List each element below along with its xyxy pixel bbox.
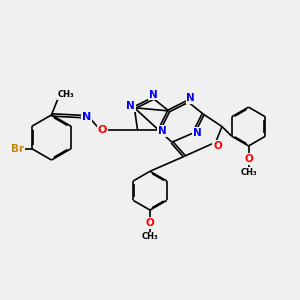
Text: CH₃: CH₃ (58, 90, 74, 99)
Text: N: N (193, 128, 202, 138)
Text: N: N (82, 112, 92, 122)
Text: O: O (213, 141, 222, 151)
Text: N: N (126, 101, 135, 111)
Text: N: N (186, 93, 195, 103)
Text: CH₃: CH₃ (240, 168, 257, 177)
Text: N: N (149, 90, 158, 100)
Text: O: O (98, 125, 107, 135)
Text: O: O (146, 218, 154, 228)
Text: N: N (158, 126, 167, 136)
Text: O: O (244, 154, 253, 164)
Text: CH₃: CH₃ (142, 232, 158, 241)
Text: Br: Br (11, 144, 24, 154)
